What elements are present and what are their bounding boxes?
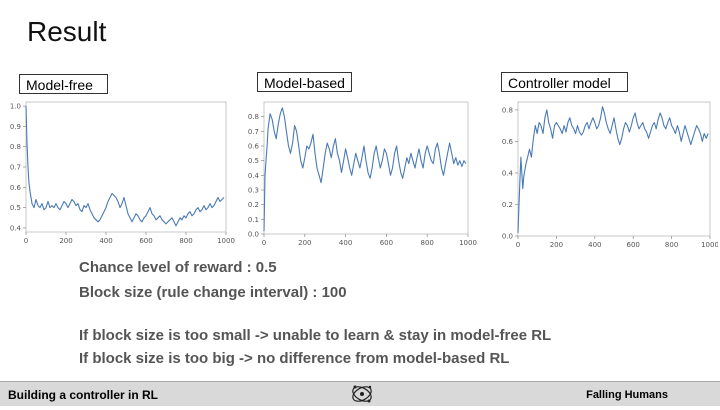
y-tick-label: 0.4 — [10, 224, 22, 232]
x-tick-label: 1000 — [217, 237, 235, 245]
chance-level-note: Chance level of reward : 0.5 — [79, 259, 277, 276]
x-tick-label: 400 — [339, 239, 352, 247]
x-tick-label: 200 — [298, 239, 311, 247]
footer-course-title: Building a controller in RL — [8, 388, 158, 402]
x-tick-label: 200 — [550, 241, 563, 249]
x-tick-label: 1000 — [459, 239, 477, 247]
y-tick-label: 0.6 — [10, 184, 22, 192]
y-tick-label: 0.7 — [10, 164, 21, 172]
y-tick-label: 1.0 — [10, 103, 21, 111]
x-tick-label: 800 — [179, 237, 192, 245]
y-tick-label: 0.4 — [502, 169, 514, 177]
model-based-label: Model-based — [257, 72, 352, 92]
y-tick-label: 0.5 — [10, 204, 21, 212]
too-small-note: If block size is too small -> unable to … — [79, 327, 552, 344]
x-tick-label: 600 — [380, 239, 393, 247]
x-tick-label: 0 — [262, 239, 266, 247]
plot-frame — [263, 101, 469, 235]
x-tick-label: 0 — [516, 241, 520, 249]
y-tick-label: 0.4 — [248, 172, 260, 180]
y-tick-label: 0.0 — [502, 233, 513, 241]
series-line — [25, 106, 225, 227]
series-line — [263, 107, 467, 232]
y-tick-label: 0.3 — [248, 187, 259, 195]
y-tick-label: 0.2 — [502, 201, 513, 209]
model-free-label: Model-free — [19, 74, 108, 94]
too-big-note: If block size is too big -> no differenc… — [79, 350, 510, 367]
y-tick-label: 0.5 — [248, 157, 259, 165]
molecule-logo-icon — [350, 383, 374, 410]
footer-team-name: Falling Humans — [586, 389, 668, 401]
x-tick-label: 600 — [627, 241, 640, 249]
controller-model-chart: 0 200 400 600 800 1000 0.0 0.2 0.4 0.6 0.8 — [502, 101, 718, 249]
y-tick-label: 0.6 — [502, 138, 514, 146]
controller-model-label: Controller model — [501, 72, 628, 92]
y-tick-label: 0.6 — [248, 143, 260, 151]
y-tick-label: 0.8 — [248, 113, 259, 121]
model-based-chart: 0 200 400 600 800 1000 0.0 0.1 0.2 0.3 0.4 0.5 0.6 0.… — [248, 101, 477, 247]
y-tick-label: 0.8 — [10, 143, 21, 151]
block-size-note: Block size (rule change interval) : 100 — [79, 284, 347, 301]
y-tick-label: 0.7 — [248, 128, 259, 136]
y-tick-label: 0.0 — [248, 231, 259, 239]
y-tick-label: 0.9 — [10, 123, 21, 131]
x-tick-label: 400 — [99, 237, 112, 245]
x-tick-label: 0 — [24, 237, 28, 245]
y-tick-label: 0.1 — [248, 216, 259, 224]
x-tick-label: 600 — [139, 237, 152, 245]
x-tick-label: 800 — [421, 239, 434, 247]
series-line — [517, 106, 709, 233]
x-tick-label: 800 — [665, 241, 678, 249]
x-tick-label: 1000 — [701, 241, 718, 249]
slide-title: Result — [27, 16, 107, 47]
plot-frame — [25, 101, 227, 233]
y-tick-label: 0.8 — [502, 106, 513, 114]
y-tick-label: 0.2 — [248, 201, 259, 209]
plot-frame — [517, 101, 711, 237]
footer-bar: Building a controller in RL Falling Huma… — [0, 381, 720, 406]
model-free-chart: 0 200 400 600 800 1000 0.4 0.5 0.6 0.7 0.8 0.9 1.0 — [10, 101, 235, 245]
x-tick-label: 400 — [588, 241, 601, 249]
x-tick-label: 200 — [59, 237, 72, 245]
